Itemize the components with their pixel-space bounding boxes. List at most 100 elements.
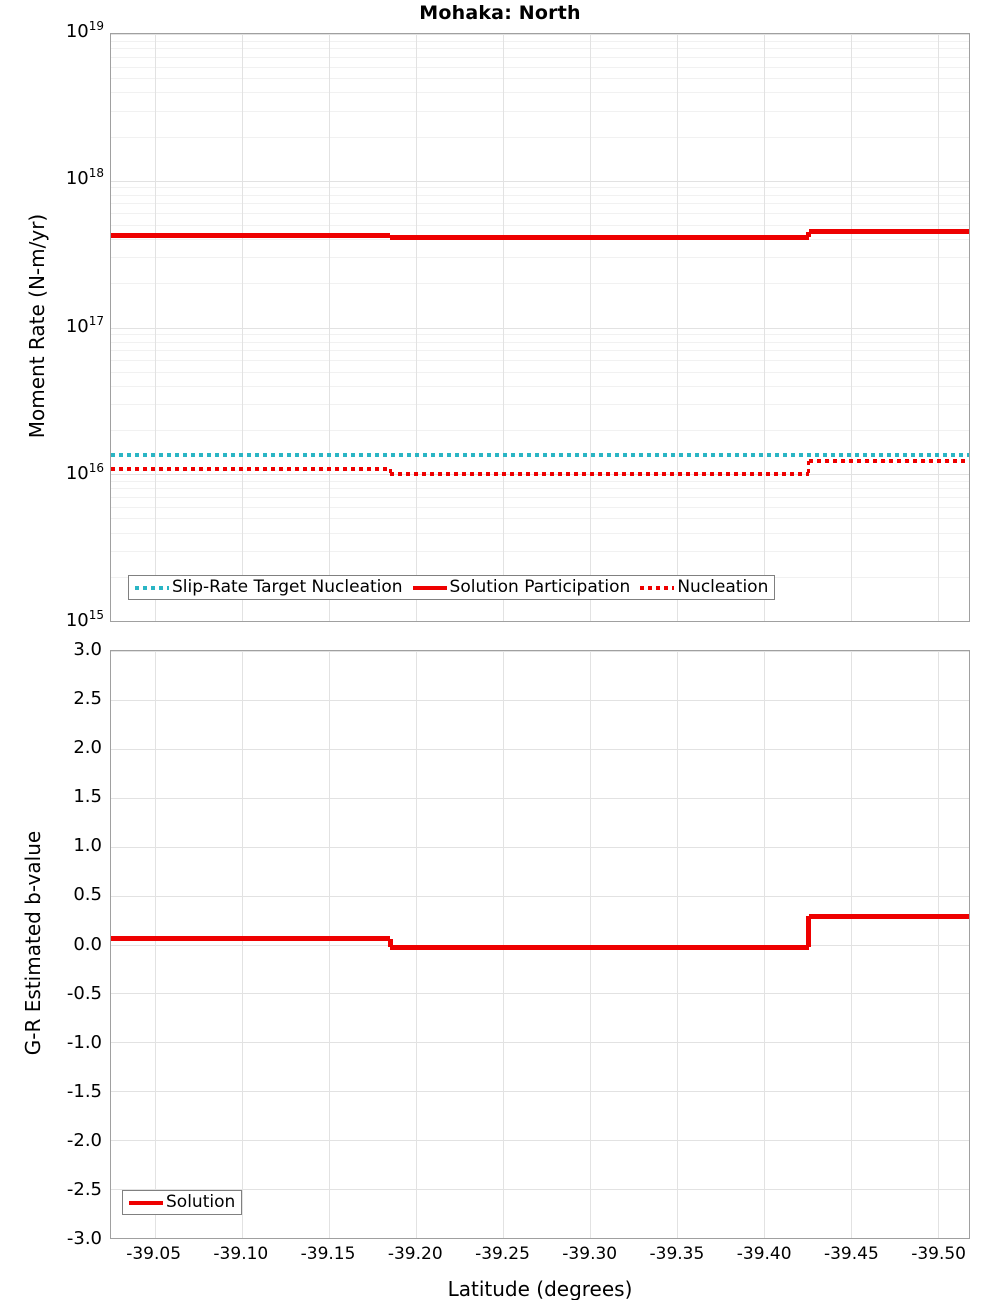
gridline-horizontal-minor <box>111 213 969 215</box>
gridline-vertical <box>328 651 330 1238</box>
series-step-connector <box>806 916 812 948</box>
gridline-horizontal-minor <box>111 506 969 508</box>
y-tick-label-b-value: -1.5 <box>66 1080 102 1102</box>
series-segment <box>808 913 969 919</box>
gridline-vertical <box>502 34 504 621</box>
gridline-vertical <box>850 651 852 1238</box>
gridline-vertical <box>241 651 243 1238</box>
gridline-vertical <box>154 34 156 621</box>
legend-item: Nucleation <box>640 579 768 596</box>
series-segment <box>111 233 391 239</box>
b-value-legend: Solution <box>122 1190 243 1215</box>
gridline-horizontal <box>111 748 969 750</box>
gridline-horizontal-minor <box>111 136 969 138</box>
gridline-vertical <box>589 34 591 621</box>
y-tick-label-moment-rate: 1016 <box>65 460 104 484</box>
gridline-horizontal-minor <box>111 550 969 552</box>
series-segment <box>808 229 969 235</box>
y-tick-label-b-value: -0.5 <box>66 982 102 1004</box>
gridline-horizontal-minor <box>111 360 969 362</box>
moment-rate-plot-area <box>110 33 970 622</box>
gridline-horizontal-minor <box>111 78 969 80</box>
legend-label: Nucleation <box>677 577 769 597</box>
x-tick-label-latitude: -39.50 <box>911 1244 966 1264</box>
gridline-horizontal <box>111 1189 969 1191</box>
gridline-horizontal <box>111 327 969 329</box>
series-step-connector <box>806 231 812 238</box>
series-segment <box>111 936 391 942</box>
y-tick-label-moment-rate: 1018 <box>65 166 104 190</box>
x-tick-label-latitude: -39.15 <box>300 1244 356 1264</box>
gridline-horizontal-minor <box>111 40 969 42</box>
legend-line-solid-icon <box>129 1200 163 1205</box>
gridline-horizontal <box>111 1091 969 1093</box>
gridline-horizontal-minor <box>111 350 969 352</box>
series-segment <box>111 466 391 471</box>
gridline-horizontal <box>111 797 969 799</box>
legend-item: Slip-Rate Target Nucleation <box>135 579 403 596</box>
y-tick-label-b-value: 0.0 <box>73 933 102 955</box>
gridline-horizontal-minor <box>111 194 969 196</box>
gridline-horizontal-minor <box>111 496 969 498</box>
gridline-horizontal <box>111 651 969 652</box>
gridline-vertical <box>937 34 939 621</box>
x-tick-label-latitude: -39.45 <box>823 1244 879 1264</box>
gridline-horizontal-minor <box>111 488 969 490</box>
y-tick-label-b-value: -2.5 <box>66 1178 102 1200</box>
b-value-y-axis-label: G-R Estimated b-value <box>21 830 45 1055</box>
gridline-horizontal-minor <box>111 341 969 343</box>
gridline-horizontal-minor <box>111 334 969 336</box>
gridline-horizontal-minor <box>111 239 969 241</box>
gridline-horizontal-minor <box>111 224 969 226</box>
x-tick-label-latitude: -39.40 <box>736 1244 792 1264</box>
gridline-horizontal <box>111 1238 969 1239</box>
gridline-horizontal-minor <box>111 283 969 285</box>
gridline-vertical <box>154 651 156 1238</box>
gridline-horizontal-minor <box>111 404 969 406</box>
gridline-horizontal-minor <box>111 66 969 68</box>
b-value-plot-area <box>110 650 970 1239</box>
gridline-horizontal-minor <box>111 203 969 205</box>
gridline-horizontal <box>111 1140 969 1142</box>
gridline-horizontal-minor <box>111 56 969 58</box>
x-tick-label-latitude: -39.35 <box>649 1244 705 1264</box>
legend-item: Solution <box>129 1194 235 1211</box>
gridline-horizontal-minor <box>111 430 969 432</box>
y-tick-label-b-value: 2.5 <box>73 688 102 710</box>
y-tick-label-b-value: -2.0 <box>66 1129 102 1151</box>
gridline-horizontal <box>111 699 969 701</box>
latitude-x-axis-label: Latitude (degrees) <box>447 1277 633 1300</box>
gridline-horizontal <box>111 895 969 897</box>
gridline-horizontal-minor <box>111 48 969 50</box>
y-tick-label-b-value: -3.0 <box>66 1228 102 1249</box>
series-step-connector <box>807 460 811 474</box>
legend-label: Slip-Rate Target Nucleation <box>172 577 403 597</box>
gridline-horizontal <box>111 1042 969 1044</box>
gridline-vertical <box>415 651 417 1238</box>
gridline-horizontal-minor <box>111 92 969 94</box>
legend-line-dotted-icon <box>640 585 675 590</box>
y-tick-label-b-value: 2.0 <box>73 737 102 759</box>
moment-rate-y-axis-label: Moment Rate (N-m/yr) <box>25 213 49 438</box>
gridline-horizontal <box>111 34 969 35</box>
y-tick-label-moment-rate: 1019 <box>65 19 104 42</box>
legend-item: Solution Participation <box>412 579 630 596</box>
y-tick-label-b-value: 0.5 <box>73 884 102 906</box>
gridline-horizontal <box>111 180 969 182</box>
x-tick-label-latitude: -39.20 <box>387 1244 443 1264</box>
gridline-horizontal-minor <box>111 518 969 520</box>
series-segment <box>390 234 809 240</box>
series-step-connector <box>387 938 393 948</box>
y-tick-label-moment-rate: 1015 <box>65 608 104 631</box>
y-tick-label-b-value: -1.0 <box>66 1031 102 1053</box>
gridline-horizontal-minor <box>111 187 969 189</box>
gridline-vertical <box>763 651 765 1238</box>
x-tick-label-latitude: -39.05 <box>126 1244 182 1264</box>
gridline-vertical <box>937 651 939 1238</box>
gridline-horizontal-minor <box>111 257 969 259</box>
x-tick-label-latitude: -39.30 <box>562 1244 618 1264</box>
y-tick-label-b-value: 1.5 <box>73 786 102 808</box>
series-segment <box>390 944 809 950</box>
series-segment <box>808 458 969 463</box>
gridline-vertical <box>850 34 852 621</box>
